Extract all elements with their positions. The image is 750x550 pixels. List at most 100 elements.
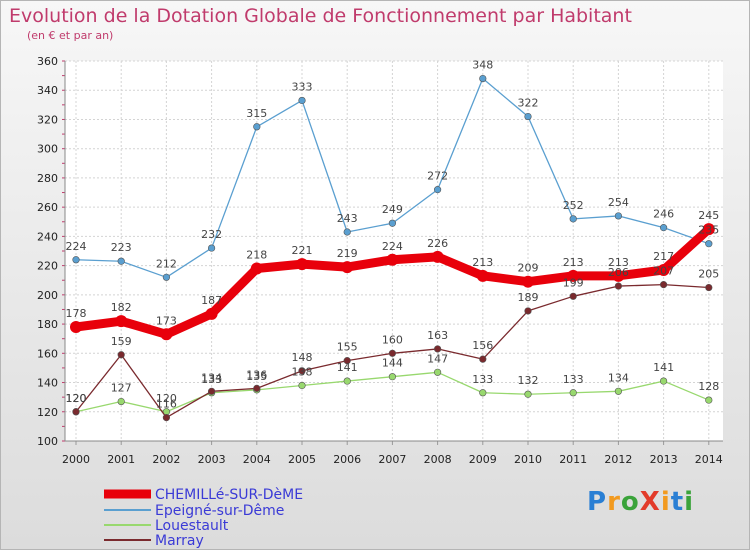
data-label: 182 (111, 301, 132, 314)
data-label: 213 (563, 256, 584, 269)
x-tick-label: 2002 (152, 453, 180, 466)
data-point (524, 112, 532, 121)
data-label: 134 (608, 371, 629, 384)
logo-letter: t (670, 487, 685, 517)
x-tick-label: 2006 (333, 453, 361, 466)
data-label: 322 (518, 97, 539, 110)
data-label: 243 (337, 212, 358, 225)
data-label: 333 (292, 80, 313, 93)
legend-label: Louestault (155, 518, 229, 534)
y-tick-label: 340 (37, 84, 58, 97)
data-label: 209 (518, 262, 539, 275)
data-point (479, 389, 487, 397)
data-point (567, 269, 580, 282)
data-label: 224 (66, 240, 87, 253)
data-label: 133 (472, 373, 493, 386)
data-point (479, 74, 487, 83)
data-point (612, 269, 625, 282)
logo-letter: o (620, 487, 640, 517)
data-label: 226 (427, 237, 448, 250)
y-tick-label: 160 (37, 347, 58, 360)
x-tick-label: 2003 (198, 453, 226, 466)
data-point (524, 307, 532, 315)
data-point (253, 384, 261, 392)
data-point (705, 396, 713, 404)
data-label: 245 (698, 209, 719, 222)
data-label: 218 (246, 249, 267, 262)
data-point (208, 244, 216, 252)
data-label: 173 (156, 314, 177, 327)
y-tick-label: 260 (37, 201, 58, 214)
data-point (614, 212, 623, 220)
logo-letter: r (607, 487, 621, 517)
data-point (434, 368, 442, 376)
data-label: 348 (472, 59, 493, 72)
data-label: 235 (698, 224, 719, 237)
x-tick-label: 2004 (243, 453, 271, 466)
data-point (659, 224, 668, 232)
data-label: 213 (608, 256, 629, 269)
data-label: 254 (608, 196, 629, 209)
data-point (70, 321, 82, 333)
data-label: 206 (608, 266, 629, 279)
logo-letter: i (684, 487, 695, 517)
data-point (659, 281, 668, 289)
data-label: 199 (563, 276, 584, 289)
x-tick-label: 2014 (695, 453, 723, 466)
data-label: 221 (292, 244, 313, 257)
x-tick-label: 2011 (559, 453, 587, 466)
x-tick-label: 2012 (604, 453, 632, 466)
y-tick-label: 240 (37, 230, 58, 243)
data-label: 138 (292, 365, 313, 378)
data-label: 116 (156, 398, 177, 411)
data-label: 132 (518, 374, 539, 387)
data-label: 120 (66, 392, 87, 405)
data-point (386, 253, 399, 266)
data-point (388, 349, 397, 357)
legend-label: Epeigné-sur-Dême (155, 503, 284, 519)
data-label: 163 (427, 329, 448, 342)
data-label: 127 (111, 382, 132, 395)
legend-label: CHEMILLé-SUR-DèME (155, 487, 303, 503)
data-label: 224 (382, 240, 403, 253)
data-label: 134 (201, 371, 222, 384)
x-tick-label: 2009 (469, 453, 497, 466)
logo-letter: P (587, 487, 608, 517)
data-label: 128 (698, 380, 719, 393)
y-tick-label: 360 (37, 55, 58, 68)
x-tick-label: 2001 (107, 453, 135, 466)
data-point (117, 397, 125, 406)
data-point (657, 264, 670, 276)
data-label: 315 (246, 107, 267, 120)
data-label: 160 (382, 333, 403, 346)
data-point (479, 355, 487, 363)
chart-subtitle: (en € et par an) (27, 29, 114, 42)
data-label: 159 (111, 335, 132, 348)
data-point (343, 228, 351, 236)
y-tick-label: 280 (37, 172, 58, 185)
data-label: 252 (563, 199, 584, 212)
y-tick-label: 180 (37, 318, 58, 331)
data-label: 189 (518, 291, 539, 304)
data-point (522, 275, 534, 288)
data-label: 133 (563, 373, 584, 386)
x-tick-label: 2007 (378, 453, 406, 466)
data-point (705, 240, 713, 248)
legend-label: Marray (155, 533, 204, 549)
data-label: 232 (201, 228, 222, 241)
data-label: 133 (201, 373, 222, 386)
y-tick-label: 220 (37, 260, 58, 273)
x-tick-label: 2000 (62, 453, 90, 466)
data-point (434, 345, 442, 353)
data-label: 207 (653, 265, 674, 278)
y-tick-label: 300 (37, 143, 58, 156)
y-tick-label: 320 (37, 113, 58, 126)
data-point (434, 186, 442, 194)
x-tick-label: 2008 (424, 453, 452, 466)
data-point (343, 357, 351, 365)
data-label: 249 (382, 203, 403, 216)
data-point (569, 215, 577, 223)
y-tick-label: 140 (37, 377, 58, 390)
data-point (298, 96, 306, 105)
